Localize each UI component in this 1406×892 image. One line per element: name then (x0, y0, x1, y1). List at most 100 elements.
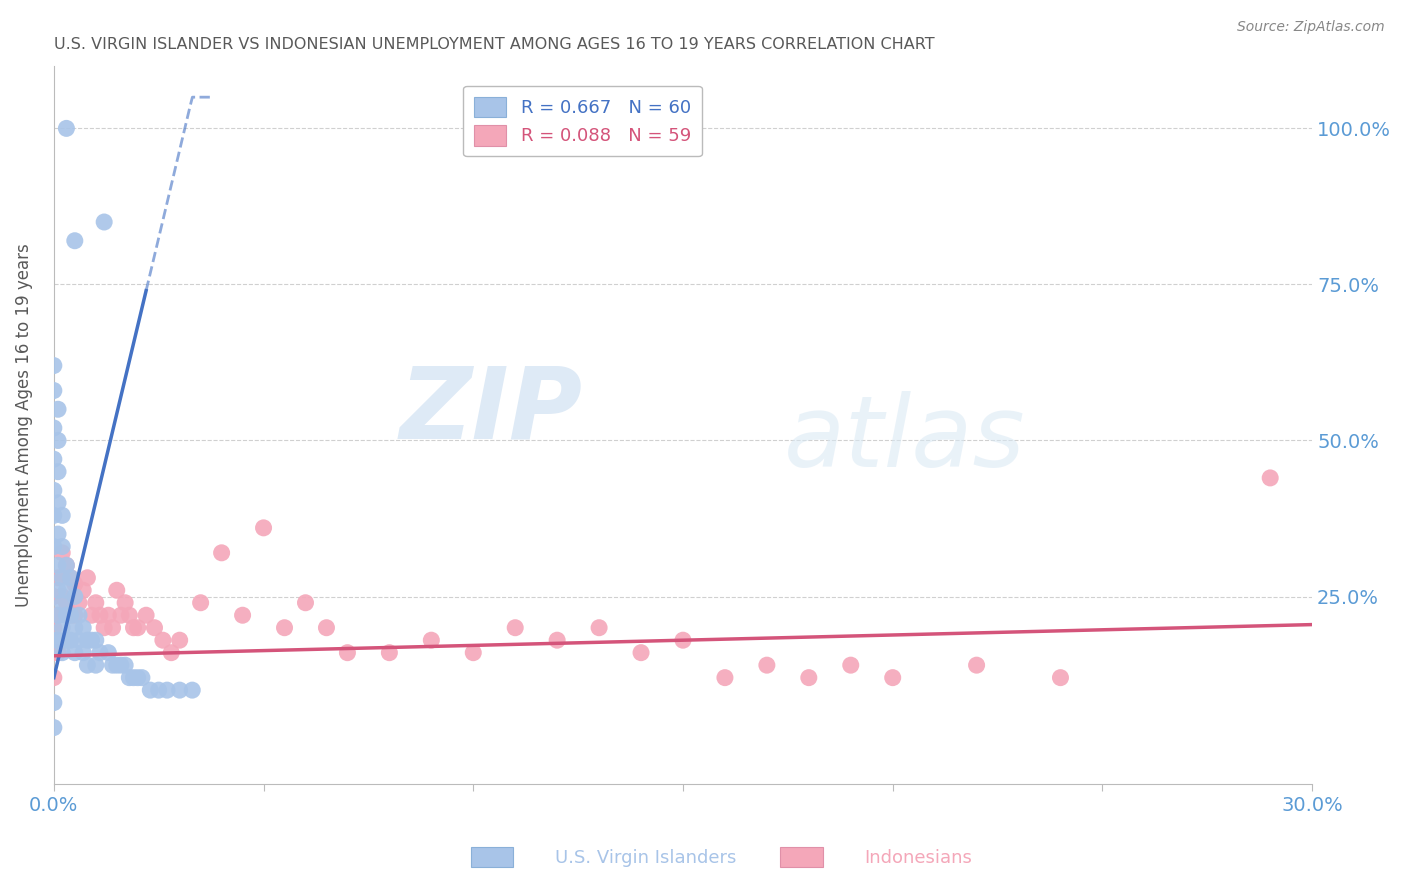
Point (89, 646, 111, 660)
Point (51, 540, 73, 554)
Point (101, 658, 124, 673)
Point (63, 608, 86, 623)
Point (63, 590, 86, 604)
Point (105, 658, 128, 673)
Point (294, 596, 316, 610)
Point (588, 621, 610, 635)
Point (46, 402, 69, 417)
Point (127, 671, 149, 685)
Text: U.S. VIRGIN ISLANDER VS INDONESIAN UNEMPLOYMENT AMONG AGES 16 TO 19 YEARS CORREL: U.S. VIRGIN ISLANDER VS INDONESIAN UNEMP… (53, 37, 935, 53)
Point (42, 671, 65, 685)
Point (55, 596, 77, 610)
Point (1049, 671, 1071, 685)
Point (252, 521, 274, 535)
Point (42, 452, 65, 467)
Point (42, 721, 65, 735)
Point (93, 621, 115, 635)
Point (42, 621, 65, 635)
Y-axis label: Unemployment Among Ages 16 to 19 years: Unemployment Among Ages 16 to 19 years (15, 243, 32, 607)
Point (93, 215, 115, 229)
Text: atlas: atlas (783, 391, 1025, 488)
Point (46, 646, 69, 660)
Text: Indonesians: Indonesians (865, 849, 973, 867)
Point (839, 658, 862, 673)
Text: ZIP: ZIP (399, 362, 582, 459)
Point (131, 671, 153, 685)
Point (143, 621, 166, 635)
Point (882, 671, 904, 685)
Point (378, 646, 401, 660)
Point (160, 646, 183, 660)
Point (80, 633, 103, 648)
Point (420, 633, 443, 648)
Point (63, 621, 86, 635)
Point (42, 696, 65, 710)
Point (59, 608, 82, 623)
Point (135, 608, 157, 623)
Point (42, 508, 65, 523)
Point (46, 608, 69, 623)
Point (46, 608, 69, 623)
Point (46, 527, 69, 541)
Point (67, 608, 90, 623)
Point (169, 633, 191, 648)
Point (97, 646, 120, 660)
Point (122, 671, 145, 685)
Point (63, 577, 86, 591)
Point (42, 421, 65, 435)
Point (755, 658, 778, 673)
Point (97, 608, 120, 623)
Point (59, 608, 82, 623)
Text: Source: ZipAtlas.com: Source: ZipAtlas.com (1237, 20, 1385, 34)
Point (55, 633, 77, 648)
Point (51, 621, 73, 635)
Point (463, 646, 485, 660)
Text: U.S. Virgin Islanders: U.S. Virgin Islanders (555, 849, 737, 867)
Point (211, 546, 233, 560)
Point (169, 683, 191, 698)
Point (46, 571, 69, 585)
Point (55, 583, 77, 598)
Point (46, 434, 69, 448)
Point (76, 571, 98, 585)
Point (51, 590, 73, 604)
Point (110, 608, 132, 623)
Point (42, 540, 65, 554)
Point (630, 646, 652, 660)
Point (72, 646, 94, 660)
Point (51, 508, 73, 523)
Point (42, 359, 65, 373)
Point (80, 608, 103, 623)
Point (51, 571, 73, 585)
Point (114, 596, 136, 610)
Point (190, 596, 212, 610)
Point (59, 571, 82, 585)
Point (118, 608, 141, 623)
Point (101, 621, 124, 635)
Point (42, 633, 65, 648)
Point (273, 621, 295, 635)
Point (72, 583, 94, 598)
Point (503, 621, 526, 635)
Point (546, 633, 568, 648)
Point (55, 558, 77, 573)
Point (127, 621, 149, 635)
Point (714, 671, 737, 685)
Point (232, 608, 254, 623)
Point (336, 646, 359, 660)
Point (152, 633, 174, 648)
Point (42, 384, 65, 398)
Point (55, 608, 77, 623)
Point (84, 658, 107, 673)
Point (672, 633, 695, 648)
Point (966, 658, 988, 673)
Point (315, 621, 337, 635)
Point (42, 590, 65, 604)
Point (46, 496, 69, 510)
Point (63, 234, 86, 248)
Legend: R = 0.667   N = 60, R = 0.088   N = 59: R = 0.667 N = 60, R = 0.088 N = 59 (463, 86, 702, 156)
Point (76, 658, 98, 673)
Point (84, 596, 107, 610)
Point (114, 658, 136, 673)
Point (46, 558, 69, 573)
